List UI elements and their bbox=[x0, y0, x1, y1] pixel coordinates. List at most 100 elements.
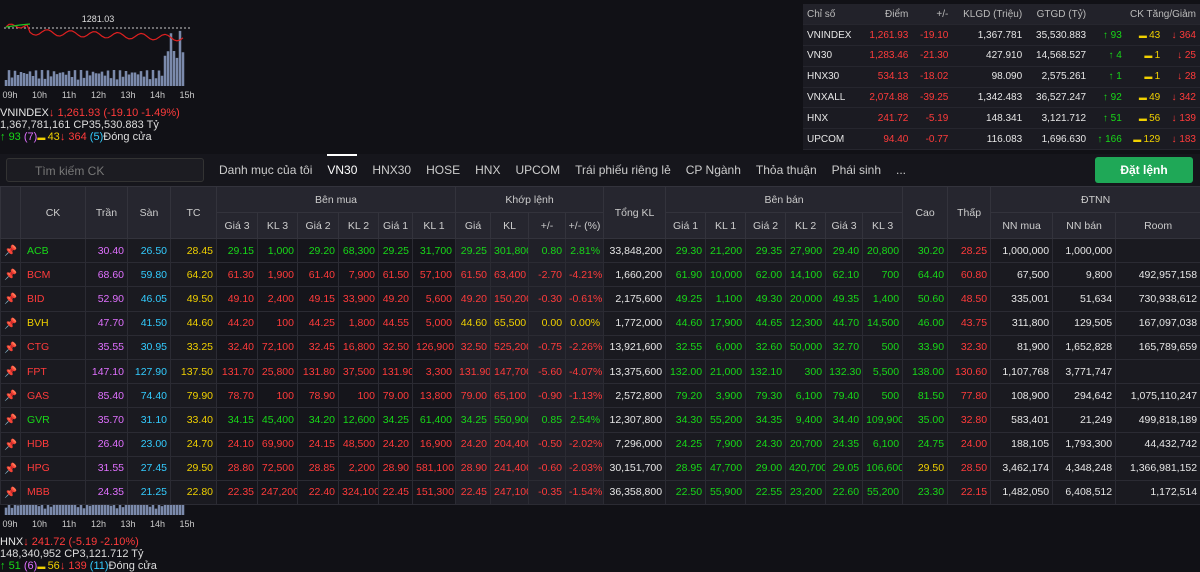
index-cell: 166 bbox=[1090, 129, 1126, 150]
cell: 34.25 bbox=[379, 408, 413, 432]
cell: 28.50 bbox=[948, 456, 991, 480]
cell: 28.85 bbox=[298, 456, 339, 480]
cell: 34.35 bbox=[746, 408, 786, 432]
tab[interactable]: HNX30 bbox=[372, 154, 411, 186]
cell: 34.25 bbox=[456, 408, 491, 432]
tab[interactable]: Phái sinh bbox=[832, 154, 881, 186]
sub-header: Room bbox=[1116, 213, 1200, 239]
cell: 24.70 bbox=[171, 432, 217, 456]
index-cell: 129 bbox=[1126, 129, 1164, 150]
cell: 49.15 bbox=[298, 287, 339, 311]
cell: 44,432,742 bbox=[1116, 432, 1200, 456]
cell: 27.45 bbox=[128, 456, 171, 480]
group-header: Khớp lệnh bbox=[456, 187, 604, 213]
cell: 14,500 bbox=[863, 311, 903, 335]
tab[interactable]: HNX bbox=[475, 154, 500, 186]
cell: 34.30 bbox=[666, 408, 706, 432]
advancers-count: 93 bbox=[9, 131, 21, 143]
cell: 24.20 bbox=[456, 432, 491, 456]
cell: 28.90 bbox=[379, 456, 413, 480]
cell: 22.60 bbox=[826, 480, 863, 504]
cell: 24.25 bbox=[666, 432, 706, 456]
tab[interactable]: Danh mục của tôi bbox=[219, 154, 312, 186]
cell: 22.45 bbox=[379, 480, 413, 504]
tab[interactable]: UPCOM bbox=[515, 154, 560, 186]
cell: 7,900 bbox=[706, 432, 746, 456]
cell: 28.95 bbox=[666, 456, 706, 480]
pin-icon: 📌 bbox=[1, 311, 21, 335]
cell: ACB bbox=[21, 239, 86, 263]
cell: 51,634 bbox=[1053, 287, 1116, 311]
cell: 20,000 bbox=[786, 287, 826, 311]
cell: 22.80 bbox=[171, 480, 217, 504]
tab[interactable]: Trái phiếu riêng lẻ bbox=[575, 154, 671, 186]
cell: GVR bbox=[21, 408, 86, 432]
time-label: 12h bbox=[91, 90, 106, 100]
cell: 29.00 bbox=[746, 456, 786, 480]
cell: -0.75 bbox=[529, 335, 566, 359]
cell: 21,000 bbox=[706, 359, 746, 383]
group-header: ĐTNN bbox=[991, 187, 1200, 213]
order-button[interactable]: Đặt lệnh bbox=[1095, 157, 1193, 183]
header-cell: Chỉ số bbox=[803, 4, 861, 25]
cell: 23.00 bbox=[128, 432, 171, 456]
cell: 30.95 bbox=[128, 335, 171, 359]
index-cell: 139 bbox=[1164, 108, 1200, 129]
index-cell: 241.72 bbox=[861, 108, 913, 129]
cell: CTG bbox=[21, 335, 86, 359]
index-cell: HNX30 bbox=[803, 66, 861, 87]
pin-icon: 📌 bbox=[1, 239, 21, 263]
cell: 35.55 bbox=[86, 335, 128, 359]
index-cell: 364 bbox=[1164, 25, 1200, 46]
cell: 61.30 bbox=[217, 263, 258, 287]
cell: 78.70 bbox=[217, 384, 258, 408]
cell: 581,100 bbox=[413, 456, 456, 480]
index-cell: UPCOM bbox=[803, 129, 861, 150]
cell: 57,100 bbox=[413, 263, 456, 287]
cell: 1,793,300 bbox=[1053, 432, 1116, 456]
cell: 100 bbox=[339, 384, 379, 408]
cell: 700 bbox=[863, 263, 903, 287]
tab[interactable]: Thỏa thuận bbox=[756, 154, 817, 186]
cell: 33.40 bbox=[171, 408, 217, 432]
index-cell: 148.341 bbox=[952, 108, 1026, 129]
cell: 48.50 bbox=[948, 287, 991, 311]
cell: 132.00 bbox=[666, 359, 706, 383]
cell: 2,175,600 bbox=[604, 287, 666, 311]
cell: 21,249 bbox=[1053, 408, 1116, 432]
search-box[interactable]: Tìm kiếm CK bbox=[6, 158, 204, 182]
cell: 61,400 bbox=[413, 408, 456, 432]
cell: 79.40 bbox=[826, 384, 863, 408]
cell: 1,660,200 bbox=[604, 263, 666, 287]
cell: 26.40 bbox=[86, 432, 128, 456]
group-header: Tổng KL bbox=[604, 187, 666, 239]
cell: 47.70 bbox=[86, 311, 128, 335]
tab[interactable]: CP Ngành bbox=[686, 154, 741, 186]
cell: 74.40 bbox=[128, 384, 171, 408]
cell: 60.80 bbox=[948, 263, 991, 287]
cell: 6,408,512 bbox=[1053, 480, 1116, 504]
cell: 65,100 bbox=[491, 384, 529, 408]
cell: -0.35 bbox=[529, 480, 566, 504]
cell: 35.00 bbox=[903, 408, 948, 432]
cell: -0.60 bbox=[529, 456, 566, 480]
index-cell: 1 bbox=[1126, 46, 1164, 67]
cell: 20,800 bbox=[863, 239, 903, 263]
cell: 34.20 bbox=[298, 408, 339, 432]
cell: 22.50 bbox=[666, 480, 706, 504]
price-line bbox=[6, 24, 183, 41]
cell: FPT bbox=[21, 359, 86, 383]
cell: 4,348,248 bbox=[1053, 456, 1116, 480]
sub-header: Giá 2 bbox=[746, 213, 786, 239]
cell: 2.54% bbox=[566, 408, 604, 432]
tab[interactable]: HOSE bbox=[426, 154, 460, 186]
tab[interactable]: ... bbox=[896, 154, 906, 186]
tab[interactable]: VN30 bbox=[327, 154, 357, 186]
reference-label: 1281.03 bbox=[82, 14, 115, 24]
sub-header: Giá 3 bbox=[826, 213, 863, 239]
